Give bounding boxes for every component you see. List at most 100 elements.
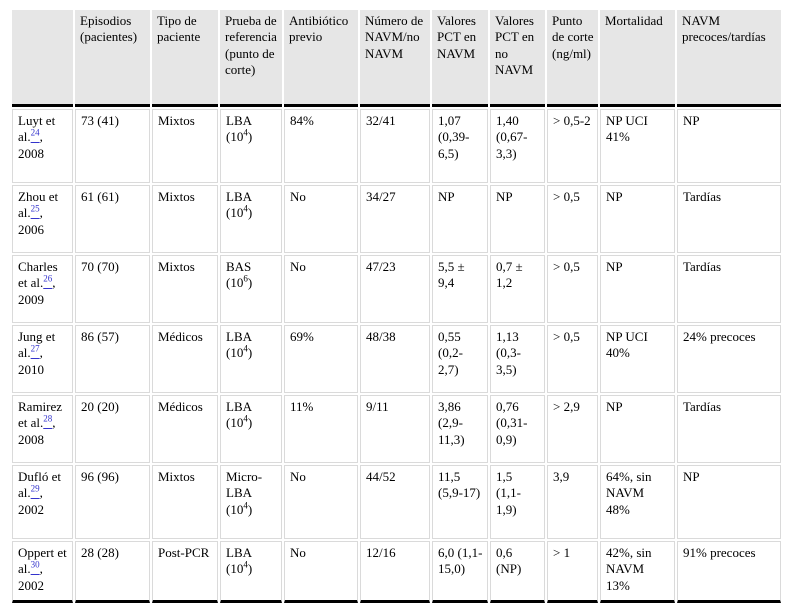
cell-precoces-tardias: Tardías: [677, 185, 781, 253]
study-name: Oppert et al.: [18, 545, 67, 577]
study-year: , 2010: [18, 345, 44, 377]
cell-punto-corte: 3,9: [547, 465, 598, 539]
cell-pct-no-navm: NP: [490, 185, 545, 253]
cell-study: Jung et al.27, 2010: [12, 325, 73, 393]
cell-prueba: LBA (104): [220, 325, 282, 393]
header-numero-navm: Número de NAVM/no NAVM: [360, 10, 430, 107]
citation-link[interactable]: 28: [43, 414, 53, 425]
cell-numero: 34/27: [360, 185, 430, 253]
header-study: [12, 10, 73, 107]
cell-punto-corte: > 1: [547, 541, 598, 603]
table-row: Zhou et al.25, 2006 61 (61) Mixtos LBA (…: [12, 185, 781, 253]
cell-precoces-tardias: Tardías: [677, 255, 781, 323]
header-mortalidad: Mortalidad: [600, 10, 675, 107]
cell-pct-navm: NP: [432, 185, 488, 253]
cell-pct-no-navm: 0,76 (0,31-0,9): [490, 395, 545, 463]
cell-tipo: Mixtos: [152, 255, 218, 323]
cell-pct-no-navm: 0,7 ± 1,2: [490, 255, 545, 323]
cell-tipo: Mixtos: [152, 465, 218, 539]
table-body: Luyt et al.24, 2008 73 (41) Mixtos LBA (…: [12, 109, 781, 603]
cell-mortalidad: NP UCI 41%: [600, 109, 675, 183]
cell-study: Charles et al.26, 2009: [12, 255, 73, 323]
cell-pct-navm: 3,86 (2,9-11,3): [432, 395, 488, 463]
cell-episodios: 28 (28): [75, 541, 150, 603]
cell-numero: 44/52: [360, 465, 430, 539]
citation-link[interactable]: 29: [30, 484, 40, 495]
cell-prueba: LBA (104): [220, 185, 282, 253]
cell-episodios: 61 (61): [75, 185, 150, 253]
citation-link[interactable]: 26: [43, 274, 53, 285]
header-antibiotico-previo: Antibiótico previo: [284, 10, 358, 107]
cell-tipo: Médicos: [152, 325, 218, 393]
header-punto-corte: Punto de corte (ng/ml): [547, 10, 598, 107]
cell-pct-no-navm: 0,6 (NP): [490, 541, 545, 603]
header-prueba-referencia: Prueba de referencia (punto de corte): [220, 10, 282, 107]
study-year: , 2008: [18, 415, 56, 447]
cell-mortalidad: NP: [600, 185, 675, 253]
citation-link[interactable]: 30: [30, 560, 40, 571]
cell-antibiotico: 69%: [284, 325, 358, 393]
cell-pct-no-navm: 1,40 (0,67-3,3): [490, 109, 545, 183]
citation-link[interactable]: 24: [30, 128, 40, 139]
table-header: Episodios (pacientes) Tipo de paciente P…: [12, 10, 781, 107]
cell-pct-navm: 6,0 (1,1-15,0): [432, 541, 488, 603]
header-valores-pct-no-navm: Valores PCT en no NAVM: [490, 10, 545, 107]
cell-study: Dufló et al.29, 2002: [12, 465, 73, 539]
cell-numero: 32/41: [360, 109, 430, 183]
study-name: Ramirez et al.: [18, 399, 63, 431]
cell-pct-navm: 1,07 (0,39-6,5): [432, 109, 488, 183]
study-year: , 2008: [18, 129, 44, 161]
cell-prueba: LBA (104): [220, 395, 282, 463]
cell-prueba: Micro-LBA (104): [220, 465, 282, 539]
table-row: Luyt et al.24, 2008 73 (41) Mixtos LBA (…: [12, 109, 781, 183]
study-year: , 2009: [18, 275, 56, 307]
cell-precoces-tardias: 91% precoces: [677, 541, 781, 603]
cell-mortalidad: 42%, sin NAVM 13%: [600, 541, 675, 603]
cell-mortalidad: NP: [600, 395, 675, 463]
cell-punto-corte: > 0,5: [547, 255, 598, 323]
table-row: Jung et al.27, 2010 86 (57) Médicos LBA …: [12, 325, 781, 393]
cell-study: Ramirez et al.28, 2008: [12, 395, 73, 463]
cell-prueba: BAS (106): [220, 255, 282, 323]
cell-episodios: 96 (96): [75, 465, 150, 539]
table-row: Oppert et al.30, 2002 28 (28) Post-PCR L…: [12, 541, 781, 603]
study-name: Dufló et al.: [18, 469, 61, 501]
cell-numero: 12/16: [360, 541, 430, 603]
citation-link[interactable]: 27: [30, 344, 40, 355]
study-name: Luyt et al.: [18, 113, 56, 145]
cell-tipo: Mixtos: [152, 185, 218, 253]
header-tipo-paciente: Tipo de paciente: [152, 10, 218, 107]
cell-prueba: LBA (104): [220, 109, 282, 183]
cell-study: Luyt et al.24, 2008: [12, 109, 73, 183]
cell-numero: 48/38: [360, 325, 430, 393]
cell-numero: 9/11: [360, 395, 430, 463]
table-row: Charles et al.26, 2009 70 (70) Mixtos BA…: [12, 255, 781, 323]
cell-tipo: Mixtos: [152, 109, 218, 183]
cell-pct-navm: 11,5 (5,9-17): [432, 465, 488, 539]
citation-link[interactable]: 25: [30, 204, 40, 215]
cell-tipo: Post-PCR: [152, 541, 218, 603]
cell-pct-no-navm: 1,13 (0,3-3,5): [490, 325, 545, 393]
cell-numero: 47/23: [360, 255, 430, 323]
cell-precoces-tardias: NP: [677, 109, 781, 183]
cell-antibiotico: No: [284, 541, 358, 603]
header-row: Episodios (pacientes) Tipo de paciente P…: [12, 10, 781, 107]
cell-pct-navm: 5,5 ± 9,4: [432, 255, 488, 323]
cell-pct-navm: 0,55 (0,2-2,7): [432, 325, 488, 393]
cell-mortalidad: 64%, sin NAVM 48%: [600, 465, 675, 539]
cell-episodios: 73 (41): [75, 109, 150, 183]
cell-antibiotico: No: [284, 465, 358, 539]
cell-punto-corte: > 0,5: [547, 185, 598, 253]
study-year: , 2006: [18, 205, 44, 237]
cell-episodios: 70 (70): [75, 255, 150, 323]
cell-precoces-tardias: 24% precoces: [677, 325, 781, 393]
study-name: Jung et al.: [18, 329, 56, 361]
cell-episodios: 20 (20): [75, 395, 150, 463]
study-year: , 2002: [18, 485, 44, 517]
cell-episodios: 86 (57): [75, 325, 150, 393]
cell-punto-corte: > 0,5: [547, 325, 598, 393]
cell-antibiotico: 11%: [284, 395, 358, 463]
pct-navm-studies-table: Episodios (pacientes) Tipo de paciente P…: [10, 8, 783, 605]
cell-pct-no-navm: 1,5 (1,1-1,9): [490, 465, 545, 539]
